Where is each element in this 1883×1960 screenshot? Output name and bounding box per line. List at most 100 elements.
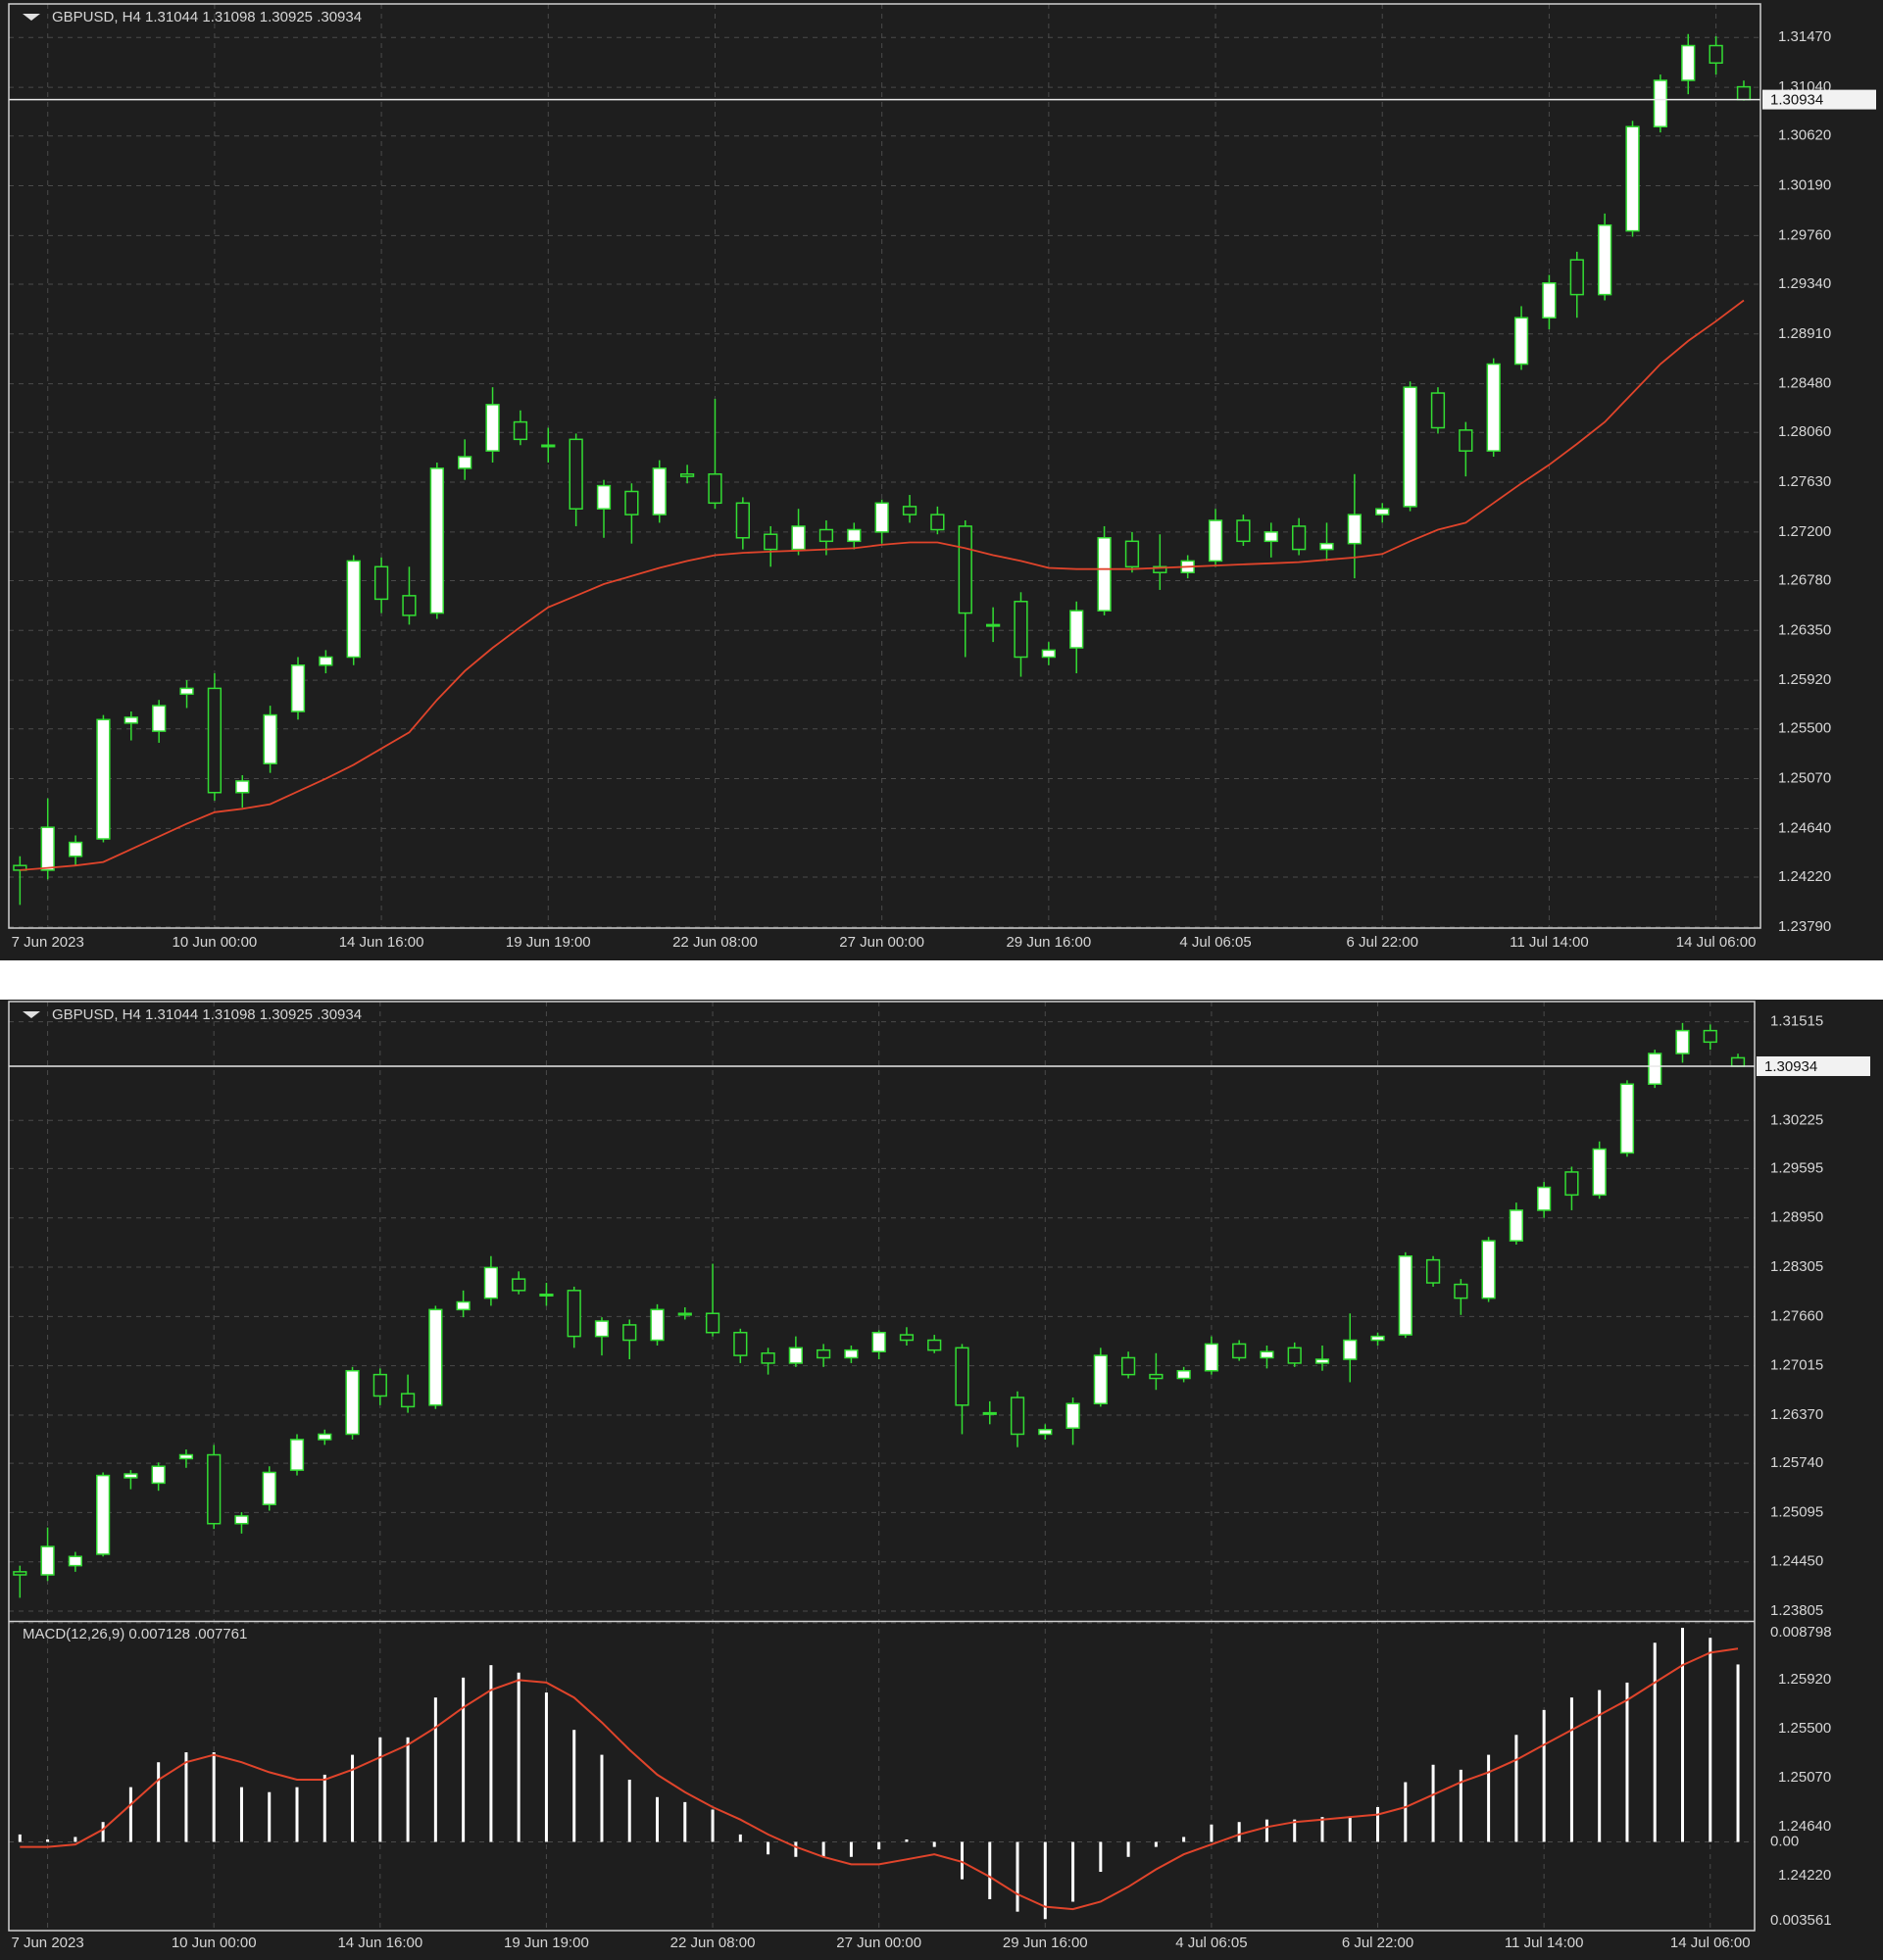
chart-title: GBPUSD, H4 1.31044 1.31098 1.30925 .3093…: [52, 1006, 362, 1023]
candle-body: [1598, 223, 1612, 296]
moving-average: [20, 299, 1745, 871]
candle-body: [1236, 519, 1251, 543]
candle-body: [1204, 1343, 1219, 1372]
candle-body: [513, 420, 528, 441]
x-tick-label: 4 Jul 06:05: [1179, 934, 1251, 951]
menu-triangle: [23, 14, 40, 21]
macd-bar: [46, 1838, 50, 1842]
candle-body: [1065, 1402, 1080, 1429]
y-tick-label: 1.27660: [1770, 1307, 1823, 1324]
y-tick-label: 1.24640: [1778, 819, 1831, 836]
candle-body: [927, 1339, 942, 1351]
macd-bar: [239, 1787, 243, 1842]
x-tick-label: 14 Jun 16:00: [337, 1935, 422, 1951]
candle-body: [234, 1515, 249, 1525]
y-tick-label: 1.29595: [1770, 1159, 1823, 1176]
candle-body: [373, 565, 389, 601]
x-tick-label: 11 Jul 14:00: [1510, 934, 1589, 951]
x-tick-label: 19 Jun 19:00: [504, 1935, 589, 1951]
candle-body: [677, 1312, 692, 1316]
candle-body: [930, 514, 945, 531]
candle-body: [1592, 1148, 1607, 1197]
candle-body: [735, 502, 750, 539]
candle-body: [788, 1347, 803, 1364]
macd-bar: [1016, 1841, 1019, 1912]
candle-body: [622, 1324, 637, 1342]
candle-body: [1481, 1240, 1496, 1299]
candle-body: [178, 1453, 194, 1460]
candle-body: [1459, 429, 1473, 452]
candle-body: [124, 1473, 138, 1479]
candle-body: [955, 1347, 969, 1406]
macd-bar: [905, 1838, 909, 1842]
y-tick-label: 1.28950: [1770, 1209, 1823, 1226]
macd-bar: [1514, 1735, 1518, 1842]
candle-body: [1010, 1396, 1025, 1436]
candle-body: [263, 713, 277, 764]
macd-bar: [74, 1837, 77, 1842]
macd-bar: [877, 1841, 881, 1850]
candle-body: [1260, 1350, 1274, 1359]
x-tick-label: 14 Jul 06:00: [1676, 934, 1757, 951]
x-tick-label: 29 Jun 16:00: [1006, 934, 1091, 951]
candle-body: [650, 1308, 665, 1342]
macd-bar: [1569, 1697, 1573, 1842]
x-tick-label: 10 Jun 00:00: [173, 934, 258, 951]
macd-bar: [378, 1737, 382, 1842]
candle-body: [68, 841, 83, 858]
candle-body: [289, 1439, 305, 1471]
candle-body: [318, 1433, 332, 1441]
y-tick-label: 0.00: [1770, 1833, 1799, 1849]
candle-body: [567, 1290, 581, 1338]
candle-body: [1041, 649, 1056, 659]
candle-body: [708, 473, 722, 505]
candle-body: [1653, 79, 1668, 128]
candle-body: [1569, 259, 1584, 296]
y-tick-label: 1.27630: [1778, 473, 1831, 490]
y-tick-label: 1.23790: [1778, 918, 1831, 935]
candle-body: [151, 1465, 166, 1485]
candle-body: [40, 826, 55, 871]
candle-body: [207, 1453, 222, 1525]
axis-overlay-label: 1.25920: [1778, 1671, 1831, 1688]
candle-body: [902, 506, 917, 515]
candle-body: [400, 1393, 416, 1408]
candle-body: [1319, 542, 1334, 551]
candle-body: [1619, 1083, 1635, 1154]
x-tick-label: 29 Jun 16:00: [1003, 1935, 1088, 1951]
chart-title: GBPUSD, H4 1.31044 1.31098 1.30925 .3093…: [52, 9, 362, 25]
candle-body: [1124, 540, 1140, 568]
axis-overlay-label: 1.24640: [1778, 1818, 1831, 1835]
macd-bar: [683, 1801, 687, 1842]
x-tick-label: 27 Jun 00:00: [836, 1935, 921, 1951]
x-tick-label: 11 Jul 14:00: [1505, 1935, 1584, 1951]
price-tag-label: 1.30934: [1770, 92, 1823, 109]
menu-triangle: [23, 1011, 40, 1018]
candle-body: [1398, 1254, 1412, 1336]
candle-body: [96, 718, 111, 840]
macd-bar: [18, 1834, 22, 1842]
macd-bar: [1431, 1764, 1435, 1842]
candle-body: [483, 1266, 499, 1299]
y-tick-label: 0.003561: [1770, 1912, 1832, 1929]
candle-body: [346, 560, 361, 659]
y-tick-label: 1.25920: [1778, 671, 1831, 688]
candle-body: [1509, 1209, 1523, 1242]
candle-body: [179, 687, 194, 696]
macd-bar: [711, 1809, 715, 1842]
candle-body: [1292, 525, 1307, 551]
y-tick-label: 1.26370: [1770, 1406, 1823, 1423]
macd-bar: [600, 1754, 604, 1842]
macd-bar: [1154, 1841, 1158, 1847]
candle-body: [152, 705, 167, 732]
x-tick-label: 6 Jul 22:00: [1347, 934, 1418, 951]
macd-bar: [1043, 1841, 1047, 1920]
macd-bar: [1487, 1754, 1491, 1842]
x-tick-label: 10 Jun 00:00: [172, 1935, 257, 1951]
candle-body: [818, 528, 834, 543]
axis-overlay-label: 1.24220: [1778, 1867, 1831, 1884]
macd-bar: [1542, 1709, 1546, 1842]
candle-body: [733, 1331, 748, 1356]
candle-body: [319, 656, 333, 666]
